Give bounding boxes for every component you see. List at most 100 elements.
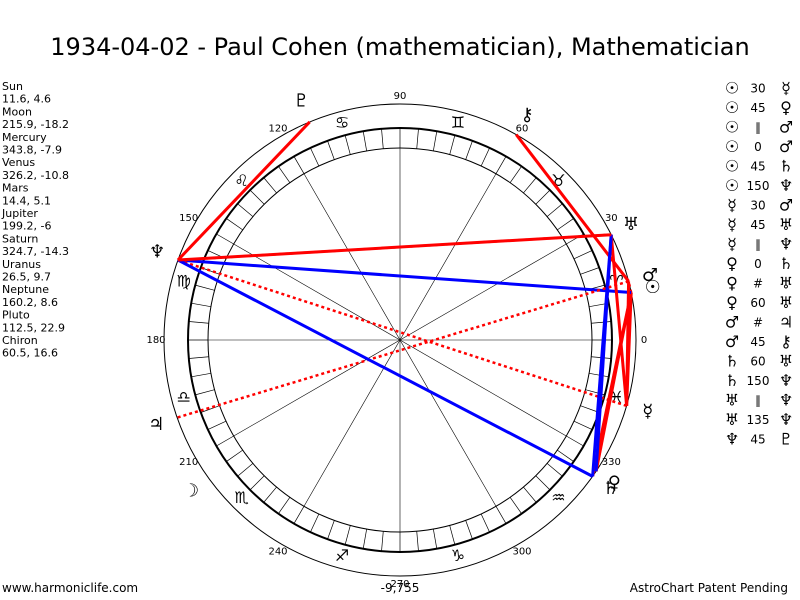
aspect-glyph-2: ♅ [779,274,793,293]
degree-label: 90 [394,91,407,102]
zodiac-sign: ♏ [234,488,248,507]
aspect-glyph-2: ♅ [779,352,793,371]
aspect-angle: 45 [750,160,765,174]
spoke [303,173,401,341]
aspect-glyph-2: ♆ [779,391,793,410]
aspect-angle: # [753,277,763,291]
planet-coords: 26.5, 9.7 [2,271,51,284]
planet-coords: 112.5, 22.9 [2,321,65,334]
spoke [399,173,497,341]
aspect-glyph-2: ♆ [779,176,793,195]
planet-lat: -14.3 [41,245,69,258]
ring-tick [226,218,243,231]
zodiac-sign: ♊ [451,113,465,132]
planet-name: Venus [2,156,35,169]
ring-tick [495,156,507,174]
spoke [233,339,401,437]
chart-title: 1934-04-02 - Paul Cohen (mathematician),… [50,33,749,61]
ring-tick [216,233,234,245]
planet-lat: -7.9 [41,144,62,157]
ring-tick [495,506,507,524]
planet-name: Sun [2,80,23,93]
planet-lat: 4.6 [34,93,52,106]
aspect-glyph-2: ♆ [779,410,793,429]
aspect-angle: 0 [754,140,762,154]
ring-tick [191,302,211,308]
planet-lat: 22.9 [41,321,66,334]
aspect-angle: 60 [750,355,765,369]
planet-lat: 8.6 [41,296,59,309]
ring-tick [523,486,537,503]
spoke [233,243,401,341]
footer-right: AstroChart Patent Pending [630,581,788,595]
degree-label: 0 [641,335,647,346]
planet-lon: 14.4 [2,194,27,207]
ring-tick [188,356,209,359]
aspect-line [176,120,311,262]
aspect-angle: 150 [747,179,770,193]
planet-name: Neptune [2,283,49,296]
planet-lon: 160.2 [2,296,34,309]
planet-lon: 324.7 [2,245,34,258]
aspect-angle: 45 [750,433,765,447]
planet-name: Jupiter [1,207,38,220]
planet-lat: -10.8 [41,169,69,182]
aspect-glyph-2: ♅ [779,293,793,312]
ring-tick [216,435,234,447]
planet-lat: 16.6 [34,347,59,360]
ring-tick [249,475,265,491]
outer-circle [163,103,637,577]
planet-glyph: ♆ [149,242,165,263]
ring-tick [509,166,522,183]
aspect-glyph-2: ☿ [781,79,791,98]
spoke [399,243,567,341]
aspect-angle: 0 [754,257,762,271]
ring-tick [327,140,335,160]
planet-lon: 26.5 [2,271,27,284]
ring-tick [278,497,291,514]
planet-glyph: ♂ [642,265,658,286]
aspect-glyph-2: ♆ [779,235,793,254]
aspect-angle: 30 [750,199,765,213]
aspect-glyph-1: ♅ [725,391,739,410]
ring-tick [546,463,563,477]
planet-lat: -18.2 [41,118,69,131]
ring-tick [480,513,490,533]
aspect-glyph-1: ☉ [725,176,739,195]
ring-tick [591,321,612,324]
degree-label: 270 [390,579,409,590]
planet-lon: 199.2 [2,220,34,233]
ring-tick [449,525,456,545]
planet-name: Moon [2,105,32,118]
degree-label: 210 [179,457,198,468]
aspect-glyph-2: ♃ [779,313,793,332]
aspect-glyph-1: ♀ [726,274,738,293]
aspect-glyph-2: ♆ [779,371,793,390]
planet-name: Mercury [2,131,47,144]
aspect-line [177,258,632,295]
ring-tick [327,520,335,540]
aspect-glyph-2: ♂ [779,137,793,156]
ring-tick [580,267,600,275]
aspect-glyph-2: ♀ [780,98,792,117]
aspect-glyph-1: ☿ [727,196,737,215]
ring-tick [237,463,254,477]
aspect-angle: # [753,316,763,330]
ring-tick [416,531,419,552]
planet-name: Chiron [2,334,38,347]
aspect-glyph-1: ☉ [725,157,739,176]
footer-center: -9,755 [381,581,420,595]
degree-label: 330 [602,457,621,468]
ring-tick [362,131,368,151]
ring-tick [293,156,305,174]
planet-lon: 112.5 [2,321,34,334]
planet-coords: 11.6, 4.6 [2,93,51,106]
spoke [399,339,567,437]
ring-tick [432,131,438,151]
aspect-glyph-1: ☉ [725,118,739,137]
degree-label: 300 [512,546,531,557]
aspect-glyph-1: ♂ [725,332,739,351]
ring-tick [557,449,574,462]
